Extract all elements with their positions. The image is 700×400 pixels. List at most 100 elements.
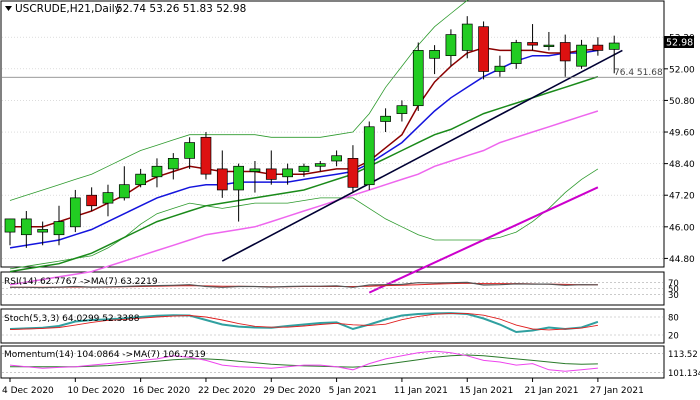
candle[interactable] [298, 163, 310, 177]
price-tick-label: 46.00 [669, 223, 695, 233]
bear-candle-body [559, 42, 571, 62]
candle[interactable] [576, 39, 587, 69]
bull-candle-body [184, 142, 195, 159]
ma-magenta-line [9, 110, 599, 286]
candle[interactable] [331, 150, 342, 167]
support-trendline [221, 49, 623, 262]
candle[interactable] [4, 218, 16, 246]
candle[interactable] [380, 108, 391, 133]
bull-candle-body [4, 218, 16, 233]
time-tick-label: 22 Dec 2020 [198, 386, 256, 396]
candle[interactable] [461, 16, 473, 59]
candlesticks[interactable] [4, 16, 620, 248]
candle[interactable] [53, 205, 65, 246]
candle[interactable] [69, 189, 81, 233]
candle[interactable] [314, 160, 326, 172]
candle[interactable] [184, 137, 195, 169]
candle[interactable] [478, 21, 489, 80]
candle[interactable] [429, 45, 440, 75]
rsi-tick-label: 70 [668, 279, 679, 289]
lower-band-line [9, 168, 599, 270]
bear-candle-body [527, 42, 538, 46]
bull-candle-body [69, 197, 81, 228]
fib-level-label: 76.4 51.68 [614, 68, 663, 78]
price-tick-label: 50.80 [669, 97, 695, 107]
candle[interactable] [86, 187, 98, 212]
bull-candle-body [20, 218, 32, 236]
bull-candle-body [380, 115, 391, 122]
rsi-tick-label: 50 [668, 285, 679, 295]
stoch-tick-label: 80 [668, 314, 679, 324]
candle[interactable] [494, 55, 506, 77]
ma-green-line [9, 75, 599, 273]
candle[interactable] [118, 166, 130, 201]
momentum-line [9, 350, 598, 372]
rsi-line [10, 281, 598, 289]
bull-candle-body [53, 221, 65, 236]
bull-candle-body [396, 105, 408, 114]
candle[interactable] [527, 24, 538, 51]
bull-candle-body [543, 44, 555, 47]
envelope-bands [9, 0, 599, 270]
bull-candle-body [510, 42, 522, 64]
chevron-down-icon[interactable] [5, 6, 12, 11]
bull-candle-body [37, 229, 49, 233]
bear-candle-body [592, 44, 604, 51]
bull-candle-body [282, 168, 293, 178]
bull-candle-body [233, 165, 244, 191]
candle[interactable] [37, 221, 49, 246]
time-tick-label: 21 Jan 2021 [525, 386, 579, 396]
candle[interactable] [233, 163, 244, 222]
candle[interactable] [135, 168, 146, 188]
stoch-d-line [9, 312, 598, 331]
main-gridlines [2, 36, 663, 259]
momentum-tick-label: 101.1345 [668, 369, 700, 379]
price-tick-label: 52.00 [669, 65, 695, 75]
bull-candle-body [151, 165, 163, 178]
candle[interactable] [216, 150, 228, 198]
time-tick-label: 27 Jan 2021 [590, 386, 644, 396]
bear-candle-body [265, 168, 277, 180]
upper-band-line [9, 0, 469, 201]
candle[interactable] [265, 150, 277, 185]
bull-candle-body [298, 165, 310, 172]
candle[interactable] [559, 34, 571, 77]
bear-candle-body [200, 136, 212, 175]
magenta-trendline [368, 186, 599, 294]
candle[interactable] [412, 42, 424, 111]
stoch-label: Stoch(5,3,3) 64.0299 52.3388 [4, 314, 140, 324]
momentum-label: Momentum(14) 104.0864 ->MA(7) 106.7519 [4, 350, 206, 360]
candle[interactable] [592, 37, 604, 56]
bull-candle-body [249, 168, 261, 172]
candle[interactable] [608, 35, 620, 74]
bull-candle-body [135, 173, 146, 186]
candle[interactable] [151, 158, 163, 188]
time-tick-label: 11 Jan 2021 [394, 386, 448, 396]
candle[interactable] [102, 184, 114, 217]
time-tick-label: 5 Jan 2021 [329, 386, 377, 396]
candle[interactable] [20, 211, 32, 248]
candle[interactable] [200, 132, 212, 180]
candle[interactable] [347, 145, 359, 193]
bear-candle-body [216, 168, 228, 191]
stoch-k-line [9, 312, 599, 334]
price-tick-label: 48.40 [669, 160, 695, 170]
candle[interactable] [167, 153, 179, 180]
rsi-label: RSI(14) 62.7767 ->MA(7) 63.2219 [4, 277, 158, 287]
candle[interactable] [249, 160, 261, 193]
candle[interactable] [363, 121, 375, 190]
bull-candle-body [314, 163, 326, 167]
time-tick-label: 15 Jan 2021 [459, 386, 513, 396]
time-tick-label: 10 Dec 2020 [67, 386, 125, 396]
candle[interactable] [282, 163, 293, 185]
candle[interactable] [445, 29, 457, 67]
candle[interactable] [396, 100, 408, 122]
bear-candle-body [347, 158, 359, 188]
momentum-ma-line [10, 354, 598, 368]
price-tick-label: 44.80 [669, 255, 695, 265]
bull-candle-body [429, 50, 440, 59]
candle[interactable] [543, 31, 555, 51]
time-tick-label: 16 Dec 2020 [133, 386, 191, 396]
candle[interactable] [510, 39, 522, 69]
